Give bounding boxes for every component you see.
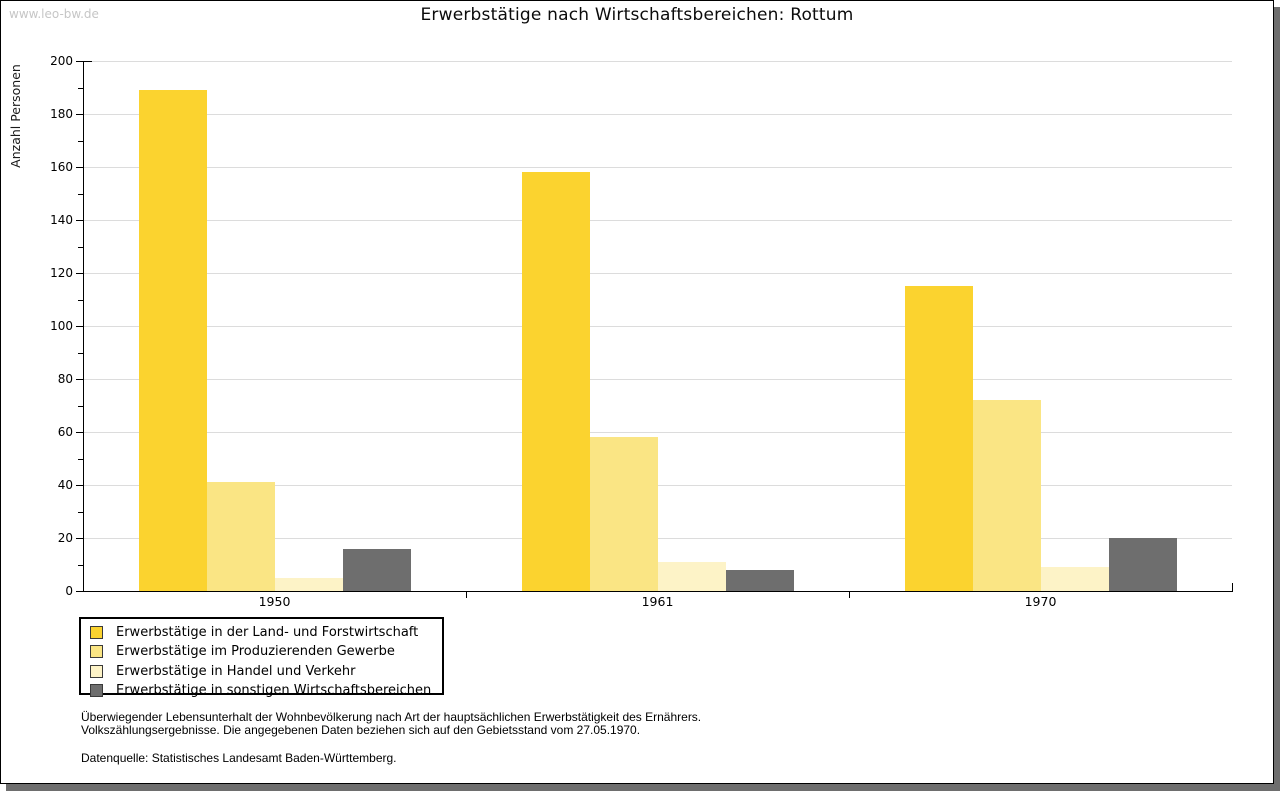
y-minor-tick <box>78 405 83 407</box>
y-tick <box>76 326 83 327</box>
grid-line <box>84 220 1232 221</box>
y-tick <box>76 591 83 592</box>
y-tick <box>76 485 83 486</box>
y-axis-line <box>83 61 84 592</box>
y-tick-label: 0 <box>65 584 73 598</box>
x-tick <box>466 591 467 598</box>
grid-line <box>84 167 1232 168</box>
legend-swatch-icon <box>90 645 103 659</box>
bar <box>725 569 794 591</box>
y-tick-label: 60 <box>57 425 73 439</box>
grid-line <box>84 326 1232 327</box>
legend-label: Erwerbstätige im Produzierenden Gewerbe <box>116 644 395 660</box>
legend-item: Erwerbstätige in Handel und Verkehr <box>81 663 442 680</box>
grid-line <box>84 485 1232 486</box>
legend-swatch-icon <box>90 664 103 678</box>
legend: Erwerbstätige in der Land- und Forstwirt… <box>79 617 444 698</box>
legend-item: Erwerbstätige in sonstigen Wirtschaftsbe… <box>81 682 442 699</box>
legend-item: Erwerbstätige in der Land- und Forstwirt… <box>81 624 442 641</box>
x-tick-label: 1950 <box>258 594 291 609</box>
legend-label: Erwerbstätige in Handel und Verkehr <box>116 663 356 679</box>
y-tick <box>76 273 83 274</box>
y-minor-tick <box>78 140 83 142</box>
y-minor-tick <box>78 564 83 566</box>
grid-line <box>84 379 1232 380</box>
grid-line <box>84 432 1232 433</box>
y-minor-tick <box>78 246 83 248</box>
bar <box>274 577 343 591</box>
y-tick-label: 20 <box>57 531 73 545</box>
y-tick-label: 180 <box>50 107 73 121</box>
bar <box>342 548 411 591</box>
y-tick-label: 100 <box>50 319 73 333</box>
y-tick-label: 140 <box>50 213 73 227</box>
bar <box>1108 538 1177 591</box>
grid-line <box>84 61 1232 62</box>
x-tick-label: 1970 <box>1024 594 1057 609</box>
bar <box>657 561 726 591</box>
bar <box>138 90 207 591</box>
footnote: Überwiegender Lebensunterhalt der Wohnbe… <box>81 711 1181 765</box>
y-axis-endcap <box>83 61 92 62</box>
y-tick <box>76 61 83 62</box>
legend-label: Erwerbstätige in sonstigen Wirtschaftsbe… <box>116 683 432 699</box>
y-tick-label: 160 <box>50 160 73 174</box>
watermark: www.leo-bw.de <box>9 7 99 21</box>
y-tick-label: 120 <box>50 266 73 280</box>
bar <box>589 437 658 591</box>
x-axis-line <box>83 591 1233 592</box>
y-minor-tick <box>78 87 83 89</box>
bar <box>904 286 973 591</box>
chart-title: Erwerbstätige nach Wirtschaftsbereichen:… <box>420 5 854 25</box>
legend-swatch-icon <box>90 684 103 698</box>
y-minor-tick <box>78 352 83 354</box>
y-minor-tick <box>78 458 83 460</box>
bar <box>206 482 275 591</box>
y-tick-label: 40 <box>57 478 73 492</box>
bar <box>521 172 590 591</box>
y-minor-tick <box>78 193 83 195</box>
legend-label: Erwerbstätige in der Land- und Forstwirt… <box>116 625 419 640</box>
y-minor-tick <box>78 299 83 301</box>
y-tick-label: 200 <box>50 54 73 68</box>
x-tick <box>849 591 850 598</box>
grid-line <box>84 538 1232 539</box>
grid-line <box>84 114 1232 115</box>
y-tick <box>76 167 83 168</box>
bar <box>972 400 1041 591</box>
x-tick-label: 1961 <box>641 594 674 609</box>
y-minor-tick <box>78 511 83 513</box>
bar <box>1040 567 1109 591</box>
y-tick <box>76 220 83 221</box>
footnote-line-2: Volkszählungsergebnisse. Die angegebenen… <box>81 723 641 737</box>
grid-line <box>84 273 1232 274</box>
y-tick-label: 80 <box>57 372 73 386</box>
y-tick <box>76 379 83 380</box>
legend-item: Erwerbstätige im Produzierenden Gewerbe <box>81 643 442 660</box>
y-tick <box>76 114 83 115</box>
y-tick <box>76 432 83 433</box>
legend-swatch-icon <box>90 626 103 639</box>
footnote-line-1: Überwiegender Lebensunterhalt der Wohnbe… <box>81 710 702 724</box>
x-axis-endcap <box>1232 583 1233 592</box>
y-tick <box>76 538 83 539</box>
data-source: Datenquelle: Statistisches Landesamt Bad… <box>81 751 397 765</box>
